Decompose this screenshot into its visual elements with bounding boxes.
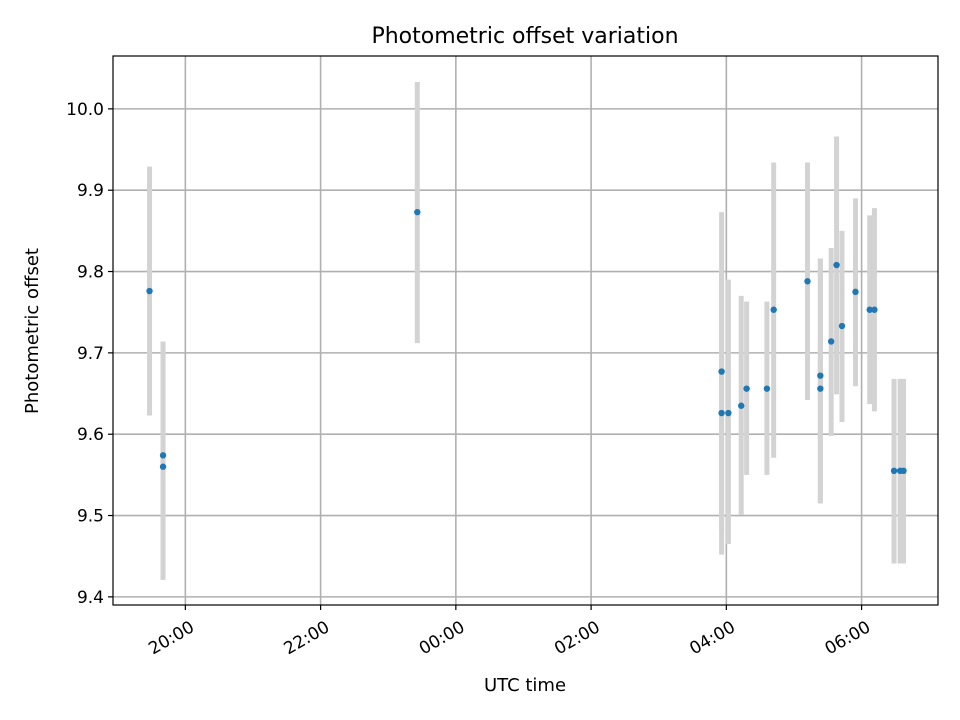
x-tick-label-3: 02:00 [551, 617, 603, 659]
data-point-4 [718, 368, 725, 375]
data-point-8 [743, 385, 750, 392]
x-tick-label-4: 04:00 [686, 617, 738, 659]
data-point-6 [725, 409, 732, 417]
data-point-10 [770, 306, 777, 313]
y-tick-label-3: 9.7 [77, 344, 104, 364]
data-point-14 [827, 338, 835, 345]
data-point-1 [159, 452, 167, 459]
data-point-18 [866, 306, 873, 313]
y-tick-label-2: 9.6 [77, 425, 104, 445]
y-tick-label-5: 9.9 [77, 181, 104, 201]
data-point-9 [763, 385, 771, 392]
data-point-3 [414, 208, 421, 216]
chart-title: Photometric offset variation [371, 24, 678, 49]
error-bars [147, 82, 907, 580]
x-tick-label-2: 00:00 [416, 617, 468, 659]
data-point-16 [838, 322, 846, 330]
y-tick-label-6: 10.0 [66, 100, 104, 120]
data-point-20 [890, 467, 898, 474]
axis-ticks: 20:00 22:00 00:00 02:00 04:00 06:00 9.4 9.5 9.6 9… [66, 100, 874, 659]
x-tick-label-1: 22:00 [281, 617, 333, 659]
y-tick-label-0: 9.4 [77, 588, 104, 608]
data-point-15 [833, 261, 840, 269]
data-points [146, 208, 907, 474]
data-point-17 [852, 288, 859, 296]
data-point-2 [159, 463, 167, 470]
x-axis-label: UTC time [484, 675, 566, 696]
x-tick-label-5: 06:00 [822, 617, 874, 659]
y-tick-label-1: 9.5 [77, 507, 104, 527]
grid [113, 56, 938, 605]
x-tick-label-0: 20:00 [145, 617, 197, 659]
data-point-0 [146, 287, 153, 295]
data-point-13 [817, 385, 824, 392]
data-point-11 [804, 278, 811, 285]
plot-frame [112, 55, 939, 606]
data-point-12 [817, 372, 824, 379]
y-axis-label: Photometric offset [22, 248, 43, 414]
data-point-5 [718, 409, 725, 417]
data-point-19 [871, 306, 878, 313]
data-point-7 [738, 402, 745, 409]
data-point-22 [900, 467, 907, 474]
y-tick-label-4: 9.8 [77, 263, 104, 283]
